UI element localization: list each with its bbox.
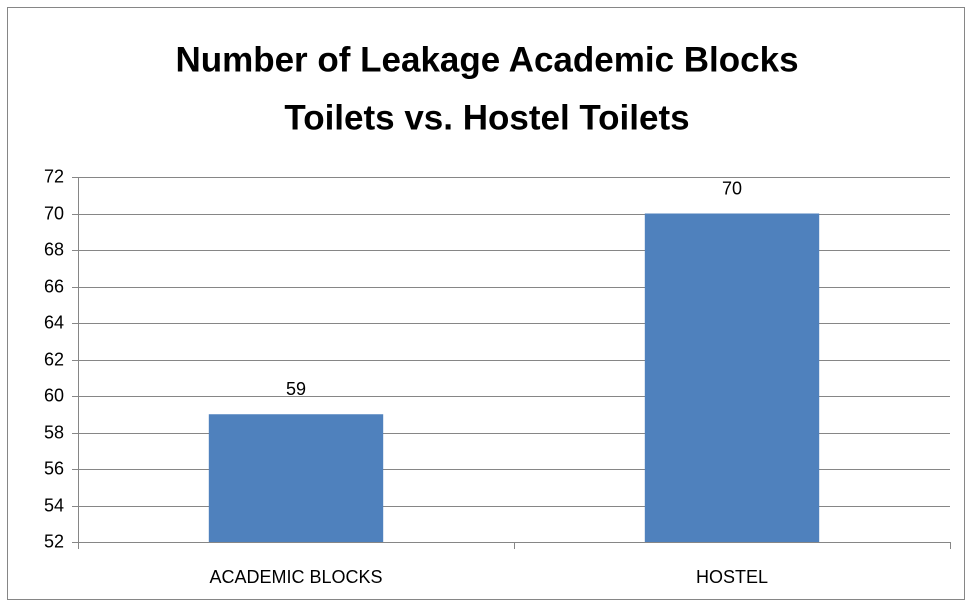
y-tick-label: 58 xyxy=(44,422,64,442)
data-label: 70 xyxy=(722,178,742,198)
x-tick-label: ACADEMIC BLOCKS xyxy=(209,567,382,587)
chart-border xyxy=(7,7,965,600)
chart-title: Number of Leakage Academic Blocks xyxy=(175,40,798,79)
chart-title: Toilets vs. Hostel Toilets xyxy=(284,98,689,137)
y-tick-label: 66 xyxy=(44,276,64,296)
y-tick-label: 62 xyxy=(44,349,64,369)
y-tick-label: 56 xyxy=(44,458,64,478)
bar xyxy=(208,414,384,542)
y-tick-label: 70 xyxy=(44,203,64,223)
y-tick-label: 72 xyxy=(44,166,64,186)
y-tick-label: 68 xyxy=(44,239,64,259)
data-label: 59 xyxy=(286,379,306,399)
bar xyxy=(644,213,820,542)
y-tick-label: 54 xyxy=(44,495,64,515)
x-tick-label: HOSTEL xyxy=(696,567,768,587)
y-tick-label: 52 xyxy=(44,531,64,551)
y-tick-label: 60 xyxy=(44,385,64,405)
y-tick-label: 64 xyxy=(44,312,64,332)
